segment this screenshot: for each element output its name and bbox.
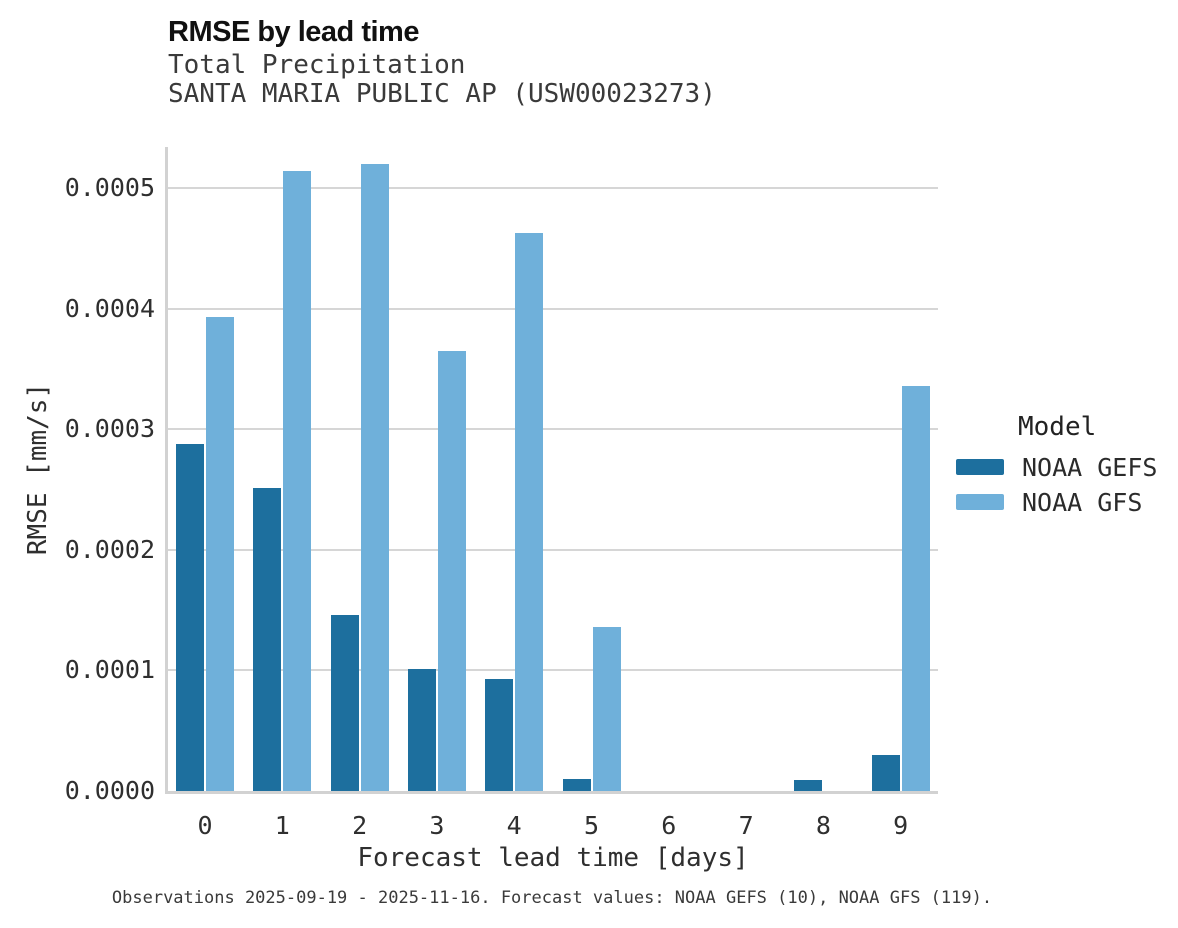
- legend-item-noaa-gfs: NOAA GFS: [956, 488, 1171, 517]
- bar-noaa-gfs-day4: [515, 232, 544, 791]
- legend-item-label: NOAA GEFS: [1022, 452, 1158, 482]
- bar-noaa-gefs-day2: [330, 614, 359, 791]
- legend-title: Model: [1018, 412, 1097, 442]
- x-tick-label: 1: [274, 811, 290, 840]
- bar-noaa-gfs-day2: [360, 163, 389, 791]
- x-tick-label: 8: [815, 811, 831, 840]
- y-tick-label: 0.0004: [64, 293, 155, 323]
- legend-item-label: NOAA GFS: [1022, 487, 1143, 517]
- x-tick-label: 5: [583, 811, 600, 840]
- bar-noaa-gefs-day8: [794, 780, 823, 791]
- plot-area: 0.0000 0.0001 0.0002 0.0003 0.0004 0.0005 0 1 2 3…: [65, 147, 938, 840]
- legend-swatch: [956, 459, 1004, 475]
- x-tick-label: 0: [197, 811, 213, 840]
- bar-noaa-gfs-day5: [592, 627, 621, 791]
- legend: Model NOAA GEFS NOAA GFS: [956, 412, 1171, 526]
- gridline: [168, 669, 938, 672]
- bar-noaa-gefs-day4: [485, 678, 514, 791]
- bar-noaa-gefs-day5: [562, 778, 591, 791]
- x-axis-title: Forecast lead time [days]: [357, 843, 749, 873]
- legend-item-noaa-gefs: NOAA GEFS: [956, 453, 1171, 482]
- gridline: [168, 187, 938, 190]
- bar-noaa-gefs-day0: [176, 443, 204, 791]
- x-tick-label: 7: [738, 811, 754, 840]
- y-tick-label: 0.0005: [64, 173, 155, 202]
- bar-noaa-gfs-day1: [283, 171, 312, 791]
- chart-title: RMSE by lead time: [168, 16, 419, 48]
- x-tick-label: 3: [429, 811, 445, 840]
- bar-noaa-gefs-day3: [407, 669, 436, 791]
- y-tick-label: 0.0003: [64, 414, 155, 444]
- bar-noaa-gefs-day9: [871, 754, 900, 791]
- x-tick-label: 4: [506, 811, 522, 840]
- y-tick-label: 0.0002: [64, 534, 155, 564]
- x-tick-label: 2: [352, 811, 368, 840]
- bar-noaa-gefs-day1: [253, 488, 282, 791]
- y-tick-label: 0.0001: [64, 655, 155, 685]
- legend-swatch: [956, 494, 1004, 510]
- gridline: [168, 428, 938, 431]
- bar-noaa-gfs-day3: [437, 350, 466, 791]
- station-name: SANTA MARIA PUBLIC AP (USW00023273): [168, 79, 716, 109]
- x-tick-label: 6: [661, 811, 677, 840]
- y-tick-label: 0.0000: [64, 776, 155, 805]
- gridline: [168, 548, 938, 551]
- bar-noaa-gfs-day9: [901, 385, 930, 791]
- chart-subtitle: Total Precipitation: [168, 50, 466, 80]
- x-tick-label: 9: [893, 811, 909, 840]
- gridline: [168, 307, 938, 310]
- caption: Observations 2025-09-19 - 2025-11-16. Fo…: [111, 888, 993, 908]
- bar-noaa-gfs-day0: [206, 317, 234, 791]
- y-axis-title: RMSE [mm/s]: [23, 382, 53, 556]
